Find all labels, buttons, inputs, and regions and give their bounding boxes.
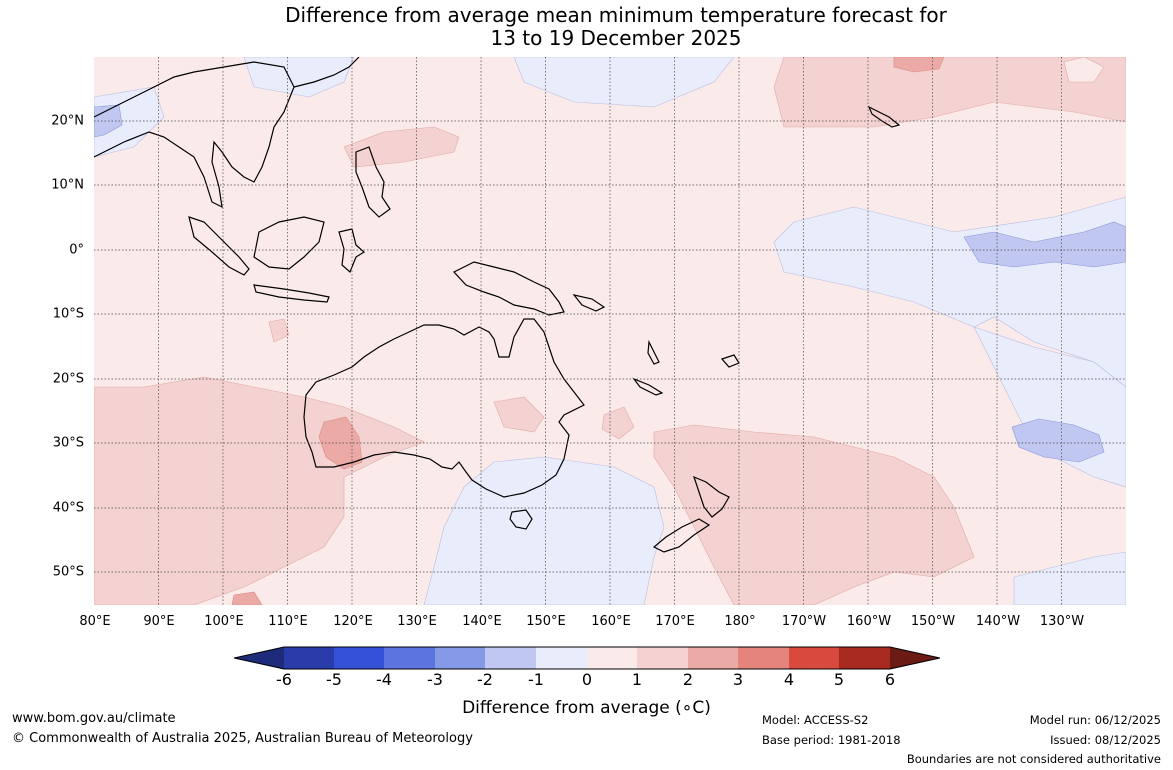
footer-copyright: © Commonwealth of Australia 2025, Austra…: [12, 731, 473, 746]
colorbar: [233, 645, 941, 671]
colorbar-bin-9: [688, 647, 738, 669]
colorbar-label: Difference from average (∘C): [462, 698, 711, 718]
colorbar-bin-11: [789, 647, 839, 669]
lat-label-0: 0°: [69, 242, 84, 258]
se-asia-coast: [94, 61, 295, 209]
colorbar-tick: -6: [276, 670, 292, 689]
lon-label-180: 180°: [724, 614, 756, 629]
lon-label-130w: 130°W: [1039, 614, 1085, 629]
lon-label-140e: 140°E: [462, 614, 502, 629]
footer-model-run: Model run: 06/12/2025: [1029, 713, 1161, 727]
colorbar-bin-3: [384, 647, 435, 669]
colorbar-bin-7: [587, 647, 637, 669]
lon-label-90e: 90°E: [143, 614, 175, 629]
lat-label-30s: 30°S: [52, 435, 84, 451]
colorbar-tick: 2: [682, 670, 694, 689]
lon-label-140w: 140°W: [975, 614, 1021, 629]
lon-label-100e: 100°E: [204, 614, 244, 629]
footer-issued: Issued: 08/12/2025: [1050, 733, 1161, 747]
colorbar-bin-4: [435, 647, 485, 669]
colorbar-tick: 6: [884, 670, 896, 689]
colorbar-bin-1: [284, 647, 334, 669]
solomon-islands: [572, 294, 606, 312]
lon-label-150e: 150°E: [526, 614, 566, 629]
footer-url[interactable]: www.bom.gov.au/climate: [12, 711, 176, 726]
footer-model: Model: ACCESS-S2: [762, 713, 869, 727]
lat-label-50s: 50°S: [52, 564, 84, 580]
colorbar-tick: 1: [631, 670, 643, 689]
colorbar-bin-5: [485, 647, 536, 669]
lon-label-80e: 80°E: [79, 614, 111, 629]
sumatra-coast: [188, 216, 250, 276]
vanuatu: [647, 339, 660, 365]
title-line-2: 13 to 19 December 2025: [490, 26, 742, 50]
title-line-1: Difference from average mean minimum tem…: [285, 3, 947, 27]
colorbar-bin-2: [334, 647, 384, 669]
new-zealand-north: [693, 475, 730, 518]
colorbar-bin-12: [839, 647, 890, 669]
java-coast: [253, 284, 330, 303]
new-zealand-south: [652, 518, 711, 553]
lat-label-20s: 20°S: [52, 371, 84, 387]
colorbar-arrow-high: [890, 647, 940, 669]
lat-label-40s: 40°S: [52, 500, 84, 516]
moderate-cool-regions: [94, 104, 1126, 463]
colorbar-tick: 3: [732, 670, 744, 689]
colorbar-bin-6: [536, 647, 587, 669]
lat-label-10n: 10°N: [51, 177, 84, 193]
australia-coast: [303, 318, 585, 498]
sulawesi-coast: [338, 228, 366, 274]
colorbar-tick: -3: [427, 670, 443, 689]
lat-label-10s: 10°S: [52, 306, 84, 322]
lon-label-110e: 110°E: [268, 614, 308, 629]
hawaii: [867, 105, 901, 128]
colorbar-bin-8: [637, 647, 688, 669]
lon-label-160e: 160°E: [591, 614, 631, 629]
footer-base-period: Base period: 1981-2018: [762, 733, 901, 747]
philippines-coast: [355, 146, 391, 218]
colorbar-arrow-low: [234, 647, 284, 669]
colorbar-bin-10: [738, 647, 789, 669]
graticule: [94, 57, 1126, 605]
lon-label-170w: 170°W: [781, 614, 827, 629]
lon-label-150w: 150°W: [910, 614, 956, 629]
colorbar-tick: -2: [477, 670, 493, 689]
colorbar-tick: -4: [376, 670, 392, 689]
chart-title: Difference from average mean minimum tem…: [0, 4, 1173, 50]
colorbar-svg: [233, 646, 941, 670]
lon-label-120e: 120°E: [333, 614, 373, 629]
lon-label-160w: 160°W: [846, 614, 892, 629]
colorbar-tick: 4: [783, 670, 795, 689]
colorbar-tick: 0: [581, 670, 593, 689]
coastlines: [94, 57, 901, 553]
new-caledonia: [632, 377, 664, 396]
colorbar-tick: -5: [326, 670, 342, 689]
map-canvas: [94, 57, 1126, 605]
borneo-coast: [253, 216, 325, 270]
new-guinea-coast: [453, 261, 565, 316]
lon-label-130e: 130°E: [397, 614, 437, 629]
china-coast: [293, 57, 360, 88]
colorbar-tick: -1: [528, 670, 544, 689]
footer-disclaimer: Boundaries are not considered authoritat…: [906, 752, 1161, 766]
lat-label-20n: 20°N: [51, 113, 84, 129]
colorbar-tick: 5: [833, 670, 845, 689]
tasmania-coast: [509, 509, 533, 530]
lon-label-170e: 170°E: [655, 614, 695, 629]
forecast-map: [94, 57, 1126, 605]
